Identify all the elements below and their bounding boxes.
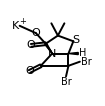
Text: O: O: [32, 28, 40, 38]
Text: +: +: [19, 17, 26, 26]
Text: H: H: [79, 48, 86, 58]
Text: N: N: [48, 49, 56, 59]
Polygon shape: [45, 43, 52, 54]
Text: O: O: [27, 40, 35, 50]
Text: Br: Br: [81, 57, 91, 67]
Text: Br: Br: [61, 77, 71, 87]
Polygon shape: [68, 52, 78, 55]
Text: O: O: [25, 66, 34, 77]
Text: S: S: [72, 35, 79, 45]
Text: K: K: [12, 21, 19, 31]
